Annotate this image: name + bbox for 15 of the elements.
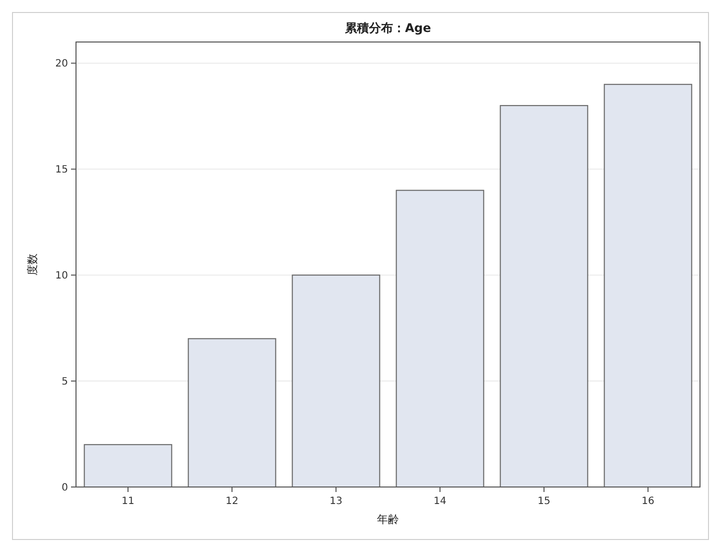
y-tick-label: 5 bbox=[62, 376, 68, 388]
x-tick-label: 15 bbox=[538, 496, 550, 507]
x-tick-label: 14 bbox=[434, 496, 446, 507]
y-tick-label: 20 bbox=[55, 58, 68, 70]
y-tick-label: 10 bbox=[55, 270, 68, 282]
bar bbox=[84, 444, 172, 488]
x-tick-label: 11 bbox=[122, 496, 134, 507]
y-axis-title: 度数 bbox=[26, 254, 39, 276]
x-axis-title: 年齢 bbox=[377, 513, 399, 526]
x-tick-label: 12 bbox=[226, 496, 238, 507]
x-tick-label: 16 bbox=[642, 496, 654, 507]
y-tick-label: 0 bbox=[62, 482, 68, 494]
chart-title: 累積分布：Age bbox=[344, 21, 432, 35]
x-tick-label: 13 bbox=[330, 496, 342, 507]
y-tick-label: 15 bbox=[55, 164, 68, 176]
